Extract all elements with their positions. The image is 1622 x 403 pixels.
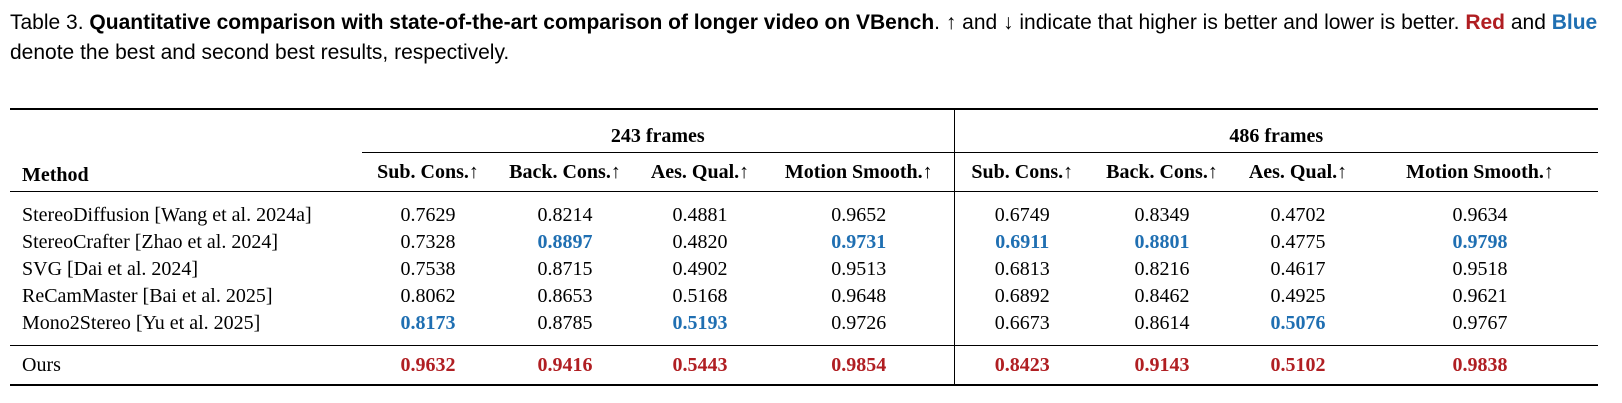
table-row: SVG [Dai et al. 2024] 0.7538 0.8715 0.4902 0… — [10, 256, 1598, 283]
value-cell: 0.4925 — [1270, 285, 1326, 307]
value-cell: 0.5443 — [672, 353, 728, 376]
value-cell: 0.4775 — [1270, 231, 1326, 253]
caption-text-2: denote the best and second best results,… — [10, 41, 510, 64]
metric-header: Aes. Qual.↑ — [650, 160, 750, 183]
value-cell: 0.9621 — [1452, 285, 1508, 307]
value-cell: 0.8214 — [537, 204, 593, 226]
value-cell: 0.8785 — [537, 312, 593, 334]
caption-red-word: Red — [1465, 11, 1505, 34]
value-cell: 0.9634 — [1452, 204, 1508, 226]
value-cell: 0.9838 — [1452, 353, 1508, 376]
value-cell: 0.8801 — [1134, 231, 1190, 253]
value-cell: 0.8423 — [953, 345, 1090, 385]
value-cell: 0.6813 — [953, 256, 1090, 283]
value-cell: 0.9632 — [400, 353, 456, 376]
table-row: Ours 0.9632 0.9416 0.5443 0.9854 0.8423 0.9143… — [10, 345, 1598, 385]
results-table: Method 243 frames 486 frames Sub. Cons.↑… — [10, 108, 1598, 386]
caption-blue-word: Blue — [1551, 11, 1598, 34]
value-cell: 0.9767 — [1452, 312, 1508, 334]
value-cell: 0.4820 — [672, 231, 728, 253]
value-cell: 0.8715 — [537, 258, 593, 280]
metric-header: Sub. Cons.↑ — [377, 160, 479, 183]
table-row: ReCamMaster [Bai et al. 2025] 0.8062 0.865… — [10, 283, 1598, 310]
method-cell: SVG [Dai et al. 2024] — [22, 258, 199, 280]
metric-header: Back. Cons.↑ — [1106, 160, 1218, 183]
table-row: Mono2Stereo [Yu et al. 2025] 0.8173 0.8785… — [10, 310, 1598, 346]
table-caption: Table 3. Quantitative comparison with st… — [10, 8, 1610, 68]
value-cell: 0.4617 — [1270, 258, 1326, 280]
caption-text-1: . ↑ and ↓ indicate that higher is better… — [934, 11, 1466, 34]
metric-header: Motion Smooth.↑ — [1406, 160, 1554, 183]
value-cell: 0.8349 — [1134, 204, 1190, 226]
value-cell: 0.6749 — [953, 191, 1090, 229]
caption-and-word: and — [1505, 11, 1552, 34]
table-row: StereoCrafter [Zhao et al. 2024] 0.7328 0.… — [10, 229, 1598, 256]
method-cell: ReCamMaster [Bai et al. 2025] — [22, 285, 273, 307]
value-cell: 0.5102 — [1270, 353, 1326, 376]
value-cell: 0.8173 — [400, 312, 456, 334]
metric-header: Aes. Qual.↑ — [1248, 160, 1348, 183]
value-cell: 0.5168 — [672, 285, 728, 307]
value-cell: 0.7328 — [400, 231, 456, 253]
value-cell: 0.8462 — [1134, 285, 1190, 307]
value-cell: 0.5193 — [672, 312, 728, 334]
caption-title: Quantitative comparison with state-of-th… — [89, 11, 935, 34]
method-cell: Ours — [22, 353, 61, 376]
metric-header: Back. Cons.↑ — [509, 160, 621, 183]
value-cell: 0.9513 — [831, 258, 887, 280]
value-cell: 0.8653 — [537, 285, 593, 307]
value-cell: 0.8614 — [1134, 312, 1190, 334]
method-cell: Mono2Stereo [Yu et al. 2025] — [22, 312, 261, 334]
value-cell: 0.8897 — [537, 231, 593, 253]
value-cell: 0.6892 — [953, 283, 1090, 310]
value-cell: 0.9726 — [831, 312, 887, 334]
value-cell: 0.9518 — [1452, 258, 1508, 280]
value-cell: 0.5076 — [1270, 312, 1326, 334]
value-cell: 0.4902 — [672, 258, 728, 280]
value-cell: 0.8062 — [400, 285, 456, 307]
metric-header: Sub. Cons.↑ — [953, 152, 1090, 192]
value-cell: 0.6673 — [953, 310, 1090, 346]
value-cell: 0.9798 — [1452, 231, 1508, 253]
metric-header: Motion Smooth.↑ — [784, 160, 933, 183]
group-header-243: 243 frames — [362, 109, 954, 153]
value-cell: 0.9731 — [831, 231, 887, 253]
value-cell: 0.8216 — [1134, 258, 1190, 280]
value-cell: 0.9652 — [831, 204, 887, 226]
value-cell: 0.4702 — [1270, 204, 1326, 226]
group-header-486: 486 frames — [953, 109, 1598, 153]
caption-label: Table 3. — [10, 11, 84, 34]
value-cell: 0.9854 — [831, 353, 887, 376]
method-header: Method — [22, 164, 89, 186]
value-cell: 0.4881 — [672, 204, 728, 226]
value-cell: 0.9143 — [1134, 353, 1190, 376]
value-cell: 0.6911 — [953, 229, 1090, 256]
table-row: StereoDiffusion [Wang et al. 2024a] 0.762… — [10, 191, 1598, 229]
method-cell: StereoDiffusion [Wang et al. 2024a] — [22, 204, 312, 226]
value-cell: 0.9648 — [831, 285, 887, 307]
value-cell: 0.7629 — [400, 204, 456, 226]
value-cell: 0.7538 — [400, 258, 456, 280]
method-cell: StereoCrafter [Zhao et al. 2024] — [22, 231, 279, 253]
value-cell: 0.9416 — [537, 353, 593, 376]
